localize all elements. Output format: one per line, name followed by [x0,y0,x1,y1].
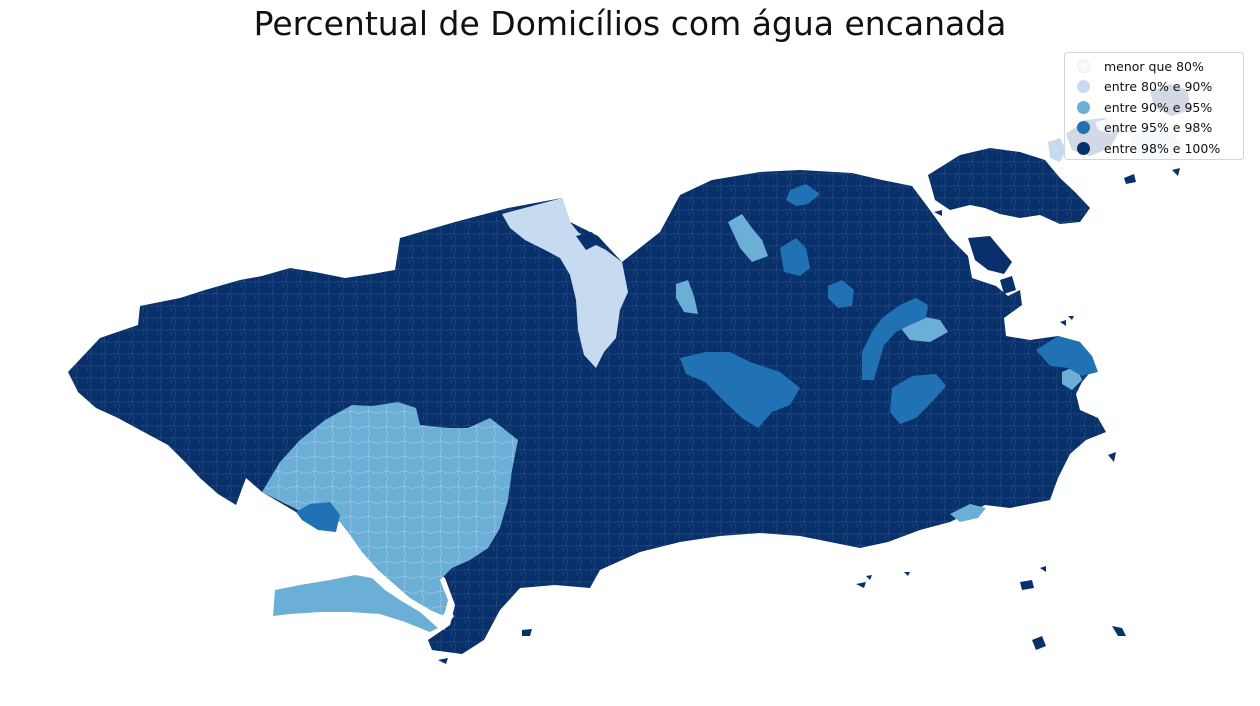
region-90-95 [262,214,1082,632]
legend-label: entre 90% e 95% [1104,99,1213,115]
legend-label: menor que 80% [1104,58,1204,74]
map-title: Percentual de Domicílios com água encana… [253,4,1007,43]
legend-label: entre 95% e 98% [1104,120,1213,136]
water-gap [438,608,454,630]
legend-swatch [1077,80,1090,94]
legend-item: entre 80% e 90% [1071,77,1237,98]
region-95-98 [296,184,1098,532]
legend-swatch [1077,121,1090,135]
legend-label: entre 80% e 90% [1104,79,1213,95]
legend: menor que 80% entre 80% e 90% entre 90% … [1064,52,1244,160]
legend-item: entre 90% e 95% [1071,97,1237,118]
legend-item: entre 98% e 100% [1071,138,1237,159]
legend-swatch [1077,100,1090,114]
legend-item: entre 95% e 98% [1071,118,1237,139]
legend-label: entre 98% e 100% [1104,140,1221,156]
region-98-100 [68,84,1190,664]
legend-item: menor que 80% [1071,56,1237,77]
legend-swatch [1077,59,1090,73]
legend-swatch [1077,141,1090,155]
